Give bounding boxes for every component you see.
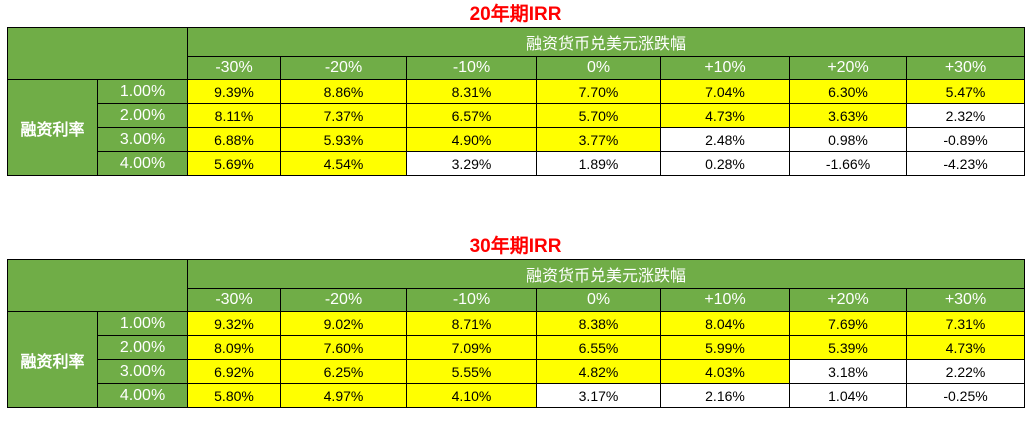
column-header: +10% bbox=[660, 56, 790, 80]
value-cell: 8.31% bbox=[406, 79, 537, 104]
value-cell: 6.57% bbox=[406, 103, 537, 128]
value-cell: 4.82% bbox=[536, 359, 661, 384]
rate-cell: 3.00% bbox=[97, 127, 188, 152]
row-group-label: 融资利率 bbox=[7, 311, 98, 408]
group-header: 融资货币兑美元涨跌幅 bbox=[186, 27, 1026, 57]
value-cell: 8.04% bbox=[660, 311, 790, 336]
column-header: -10% bbox=[406, 56, 537, 80]
column-header: -10% bbox=[406, 288, 537, 312]
value-cell: 7.70% bbox=[536, 79, 661, 104]
value-cell: 7.69% bbox=[789, 311, 907, 336]
value-cell: 5.55% bbox=[406, 359, 537, 384]
value-cell: 0.28% bbox=[660, 151, 790, 176]
rate-cell: 2.00% bbox=[97, 335, 188, 360]
value-cell: 6.88% bbox=[187, 127, 281, 152]
value-cell: 6.30% bbox=[789, 79, 907, 104]
column-header: 0% bbox=[536, 56, 661, 80]
column-header: +30% bbox=[905, 56, 1026, 80]
value-cell: 4.97% bbox=[280, 383, 407, 408]
value-cell: 4.10% bbox=[406, 383, 537, 408]
value-cell: 5.99% bbox=[660, 335, 790, 360]
group-header: 融资货币兑美元涨跌幅 bbox=[186, 259, 1026, 289]
column-header: -30% bbox=[187, 56, 281, 80]
column-header: +30% bbox=[905, 288, 1026, 312]
rate-cell: 3.00% bbox=[97, 359, 188, 384]
value-cell: 5.39% bbox=[789, 335, 907, 360]
value-cell: 2.16% bbox=[660, 383, 790, 408]
value-cell: 3.77% bbox=[536, 127, 661, 152]
value-cell: 0.98% bbox=[789, 127, 907, 152]
value-cell: 8.09% bbox=[187, 335, 281, 360]
value-cell: -0.25% bbox=[905, 383, 1026, 408]
value-cell: 8.71% bbox=[406, 311, 537, 336]
table-title: 30年期IRR bbox=[469, 236, 562, 257]
table-row: 2.00% 8.11% 7.37% 6.57% 5.70% 4.73% 3.63… bbox=[8, 103, 1026, 128]
value-cell: 1.04% bbox=[789, 383, 907, 408]
table-row: 2.00% 8.09% 7.60% 7.09% 6.55% 5.99% 5.39… bbox=[8, 335, 1026, 360]
table-row: 3.00% 6.92% 6.25% 5.55% 4.82% 4.03% 3.18… bbox=[8, 359, 1026, 384]
value-cell: -1.66% bbox=[789, 151, 907, 176]
rate-cell: 4.00% bbox=[97, 383, 188, 408]
value-cell: 3.18% bbox=[789, 359, 907, 384]
value-cell: 6.92% bbox=[187, 359, 281, 384]
value-cell: 9.39% bbox=[187, 79, 281, 104]
value-cell: 1.89% bbox=[536, 151, 661, 176]
corner-header-cell bbox=[7, 259, 188, 312]
table-row: 融资利率 1.00% 9.32% 9.02% 8.71% 8.38% 8.04%… bbox=[7, 311, 1026, 408]
irr-table: 融资货币兑美元涨跌幅 -30% -20% -10% 0% +10% +20% +… bbox=[7, 259, 1026, 408]
irr-table-block-30y: 30年期IRR 融资货币兑美元涨跌幅 -30% -20% -10% 0% +10… bbox=[7, 232, 1026, 408]
column-header: +10% bbox=[660, 288, 790, 312]
column-header: +20% bbox=[789, 56, 907, 80]
value-cell: 4.73% bbox=[660, 103, 790, 128]
value-cell: 9.32% bbox=[187, 311, 281, 336]
corner-header-cell bbox=[7, 27, 188, 80]
column-header: -20% bbox=[280, 288, 407, 312]
value-cell: 7.04% bbox=[660, 79, 790, 104]
rate-cell: 1.00% bbox=[97, 311, 188, 336]
value-cell: 8.38% bbox=[536, 311, 661, 336]
value-cell: 3.29% bbox=[406, 151, 537, 176]
value-cell: 7.09% bbox=[406, 335, 537, 360]
value-cell: 4.03% bbox=[660, 359, 790, 384]
value-cell: 2.32% bbox=[905, 103, 1026, 128]
value-cell: 5.93% bbox=[280, 127, 407, 152]
value-cell: 4.73% bbox=[905, 335, 1026, 360]
value-cell: 5.47% bbox=[905, 79, 1026, 104]
irr-table-block-20y: 20年期IRR 融资货币兑美元涨跌幅 -30% -20% -10% 0% +10… bbox=[7, 0, 1026, 176]
table-row: 融资利率 1.00% 9.39% 8.86% 8.31% 7.70% 7.04%… bbox=[7, 79, 1026, 176]
value-cell: 2.22% bbox=[905, 359, 1026, 384]
value-cell: 2.48% bbox=[660, 127, 790, 152]
column-header: -30% bbox=[187, 288, 281, 312]
table-row: 4.00% 5.80% 4.97% 4.10% 3.17% 2.16% 1.04… bbox=[8, 383, 1026, 408]
rate-cell: 4.00% bbox=[97, 151, 188, 176]
value-cell: 4.90% bbox=[406, 127, 537, 152]
value-cell: 3.63% bbox=[789, 103, 907, 128]
value-cell: 9.02% bbox=[280, 311, 407, 336]
table-row: 3.00% 6.88% 5.93% 4.90% 3.77% 2.48% 0.98… bbox=[8, 127, 1026, 152]
table-title: 20年期IRR bbox=[469, 4, 562, 25]
row-group-label: 融资利率 bbox=[7, 79, 98, 176]
value-cell: 5.69% bbox=[187, 151, 281, 176]
value-cell: 5.80% bbox=[187, 383, 281, 408]
value-cell: 7.60% bbox=[280, 335, 407, 360]
table-row: 4.00% 5.69% 4.54% 3.29% 1.89% 0.28% -1.6… bbox=[8, 151, 1026, 176]
value-cell: -4.23% bbox=[905, 151, 1026, 176]
rate-cell: 2.00% bbox=[97, 103, 188, 128]
value-cell: 4.54% bbox=[280, 151, 407, 176]
value-cell: 3.17% bbox=[536, 383, 661, 408]
value-cell: 6.55% bbox=[536, 335, 661, 360]
value-cell: 7.31% bbox=[905, 311, 1026, 336]
value-cell: 8.86% bbox=[280, 79, 407, 104]
irr-table: 融资货币兑美元涨跌幅 -30% -20% -10% 0% +10% +20% +… bbox=[7, 27, 1026, 176]
column-header: +20% bbox=[789, 288, 907, 312]
value-cell: 6.25% bbox=[280, 359, 407, 384]
value-cell: 5.70% bbox=[536, 103, 661, 128]
rate-cell: 1.00% bbox=[97, 79, 188, 104]
value-cell: -0.89% bbox=[905, 127, 1026, 152]
column-header: -20% bbox=[280, 56, 407, 80]
value-cell: 8.11% bbox=[187, 103, 281, 128]
column-header: 0% bbox=[536, 288, 661, 312]
value-cell: 7.37% bbox=[280, 103, 407, 128]
